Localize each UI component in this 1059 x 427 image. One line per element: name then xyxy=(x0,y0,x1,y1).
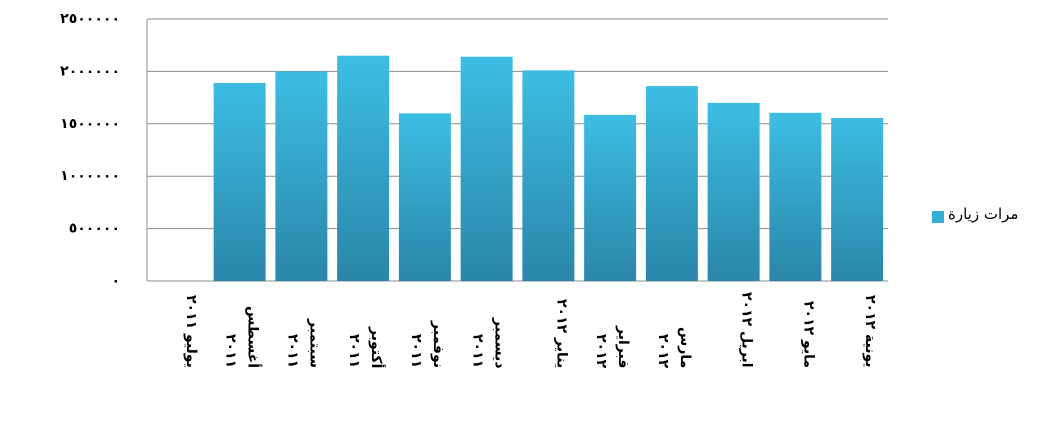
legend-label: مرات زيارة xyxy=(948,205,1019,223)
bar xyxy=(522,70,575,282)
y-tick-label: ٠ xyxy=(111,273,120,289)
bar xyxy=(831,118,884,281)
bar xyxy=(213,82,266,281)
x-tick-label: يناير ٢٠١٢ xyxy=(553,298,570,368)
x-tick-label: فبراير ٢٠١٢ xyxy=(593,325,632,368)
x-tick-label: ابريل ٢٠١٢ xyxy=(738,292,755,368)
bar xyxy=(584,114,637,281)
bar xyxy=(337,55,390,282)
bar xyxy=(398,113,451,281)
x-tick-label: يوليو ٢٠١١ xyxy=(182,295,199,368)
bar xyxy=(275,71,328,282)
legend-swatch xyxy=(932,211,944,223)
x-tick-label: أغسطس ٢٠١١ xyxy=(222,305,261,368)
bar xyxy=(645,86,698,282)
y-tick-label: ٢٠٠٠٠٠٠ xyxy=(60,63,120,79)
y-tick-label: ١٥٠٠٠٠٠ xyxy=(60,116,120,132)
x-tick-label: ديسمبر ٢٠١١ xyxy=(469,317,508,369)
x-tick-label: يونية ٢٠١٢ xyxy=(862,295,879,368)
bar xyxy=(769,112,822,282)
y-tick-label: ٢٥٠٠٠٠٠ xyxy=(60,11,120,27)
y-tick-label: ١٠٠٠٠٠٠ xyxy=(60,168,120,184)
bar xyxy=(460,56,513,282)
bar xyxy=(707,102,760,281)
x-tick-label: مايو ٢٠١٢ xyxy=(800,300,817,368)
x-tick-label: أكتوبر ٢٠١١ xyxy=(346,326,385,368)
y-tick-label: ٥٠٠٠٠٠ xyxy=(69,221,120,237)
x-tick-label: سبتمبر ٢٠١١ xyxy=(284,318,323,368)
x-tick-label: مارس ٢٠١٢ xyxy=(654,326,693,368)
x-tick-label: نوفمبر ٢٠١١ xyxy=(407,320,446,368)
